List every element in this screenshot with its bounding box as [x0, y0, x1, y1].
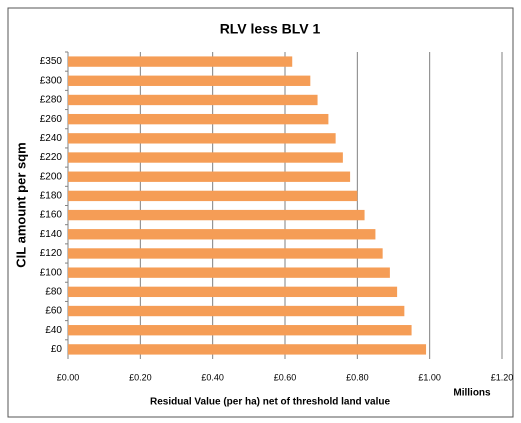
bar — [68, 267, 390, 278]
bar — [68, 75, 311, 86]
x-tick-label: £0.60 — [274, 372, 297, 382]
bar — [68, 248, 383, 259]
y-tick-label: £350 — [40, 56, 63, 67]
bar — [68, 305, 405, 317]
y-tick-label: £120 — [40, 248, 63, 259]
y-tick-label: £160 — [40, 210, 63, 221]
y-tick-label: £0 — [51, 344, 63, 355]
y-tick-label: £280 — [40, 95, 63, 106]
y-tick-label: £80 — [45, 286, 62, 297]
y-tick-label: £260 — [40, 114, 63, 125]
x-unit-label: Millions — [453, 388, 491, 399]
bar — [68, 171, 351, 182]
bar — [68, 209, 365, 221]
x-tick-label: £1.20 — [491, 372, 514, 382]
y-tick-label: £240 — [40, 133, 63, 144]
chart-title: RLV less BLV 1 — [220, 21, 321, 37]
x-tick-label: £0.80 — [346, 372, 369, 382]
x-tick-label: £1.00 — [418, 372, 441, 382]
y-tick-label: £60 — [45, 306, 62, 317]
x-tick-label: £0.20 — [129, 372, 152, 382]
bar — [68, 325, 412, 336]
x-tick-label: £0.40 — [201, 372, 224, 382]
bar — [68, 113, 329, 125]
y-tick-label: £40 — [45, 325, 62, 336]
y-axis-title: CIL amount per sqm — [13, 142, 28, 267]
bar — [68, 344, 427, 355]
bar — [68, 152, 343, 163]
y-tick-label: £180 — [40, 191, 63, 202]
bar — [68, 229, 376, 240]
x-axis-title: Residual Value (per ha) net of threshold… — [150, 397, 390, 408]
bar — [68, 56, 293, 67]
bar — [68, 133, 336, 144]
x-tick-label: £0.00 — [57, 372, 80, 382]
y-tick-label: £140 — [40, 229, 63, 240]
y-tick-label: £100 — [40, 267, 63, 278]
y-tick-label: £200 — [40, 171, 63, 182]
y-tick-label: £220 — [40, 152, 63, 163]
bar — [68, 94, 318, 106]
y-tick-label: £300 — [40, 75, 63, 86]
bar — [68, 190, 358, 202]
bar — [68, 286, 398, 298]
